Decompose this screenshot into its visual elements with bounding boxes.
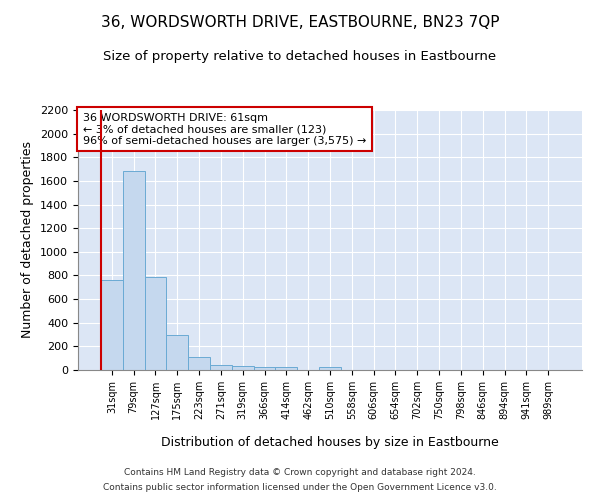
Bar bbox=[254, 367, 275, 370]
Bar bbox=[166, 334, 188, 370]
Text: Contains public sector information licensed under the Open Government Licence v3: Contains public sector information licen… bbox=[103, 483, 497, 492]
Text: 36 WORDSWORTH DRIVE: 61sqm
← 3% of detached houses are smaller (123)
96% of semi: 36 WORDSWORTH DRIVE: 61sqm ← 3% of detac… bbox=[83, 112, 367, 146]
Bar bbox=[145, 276, 166, 370]
Text: 36, WORDSWORTH DRIVE, EASTBOURNE, BN23 7QP: 36, WORDSWORTH DRIVE, EASTBOURNE, BN23 7… bbox=[101, 15, 499, 30]
Bar bbox=[232, 366, 254, 370]
Bar bbox=[275, 367, 297, 370]
Bar bbox=[123, 172, 145, 370]
Bar bbox=[210, 364, 232, 370]
Bar bbox=[319, 367, 341, 370]
Bar bbox=[188, 357, 210, 370]
Text: Distribution of detached houses by size in Eastbourne: Distribution of detached houses by size … bbox=[161, 436, 499, 449]
Text: Contains HM Land Registry data © Crown copyright and database right 2024.: Contains HM Land Registry data © Crown c… bbox=[124, 468, 476, 477]
Bar bbox=[101, 280, 123, 370]
Text: Size of property relative to detached houses in Eastbourne: Size of property relative to detached ho… bbox=[103, 50, 497, 63]
Y-axis label: Number of detached properties: Number of detached properties bbox=[22, 142, 34, 338]
